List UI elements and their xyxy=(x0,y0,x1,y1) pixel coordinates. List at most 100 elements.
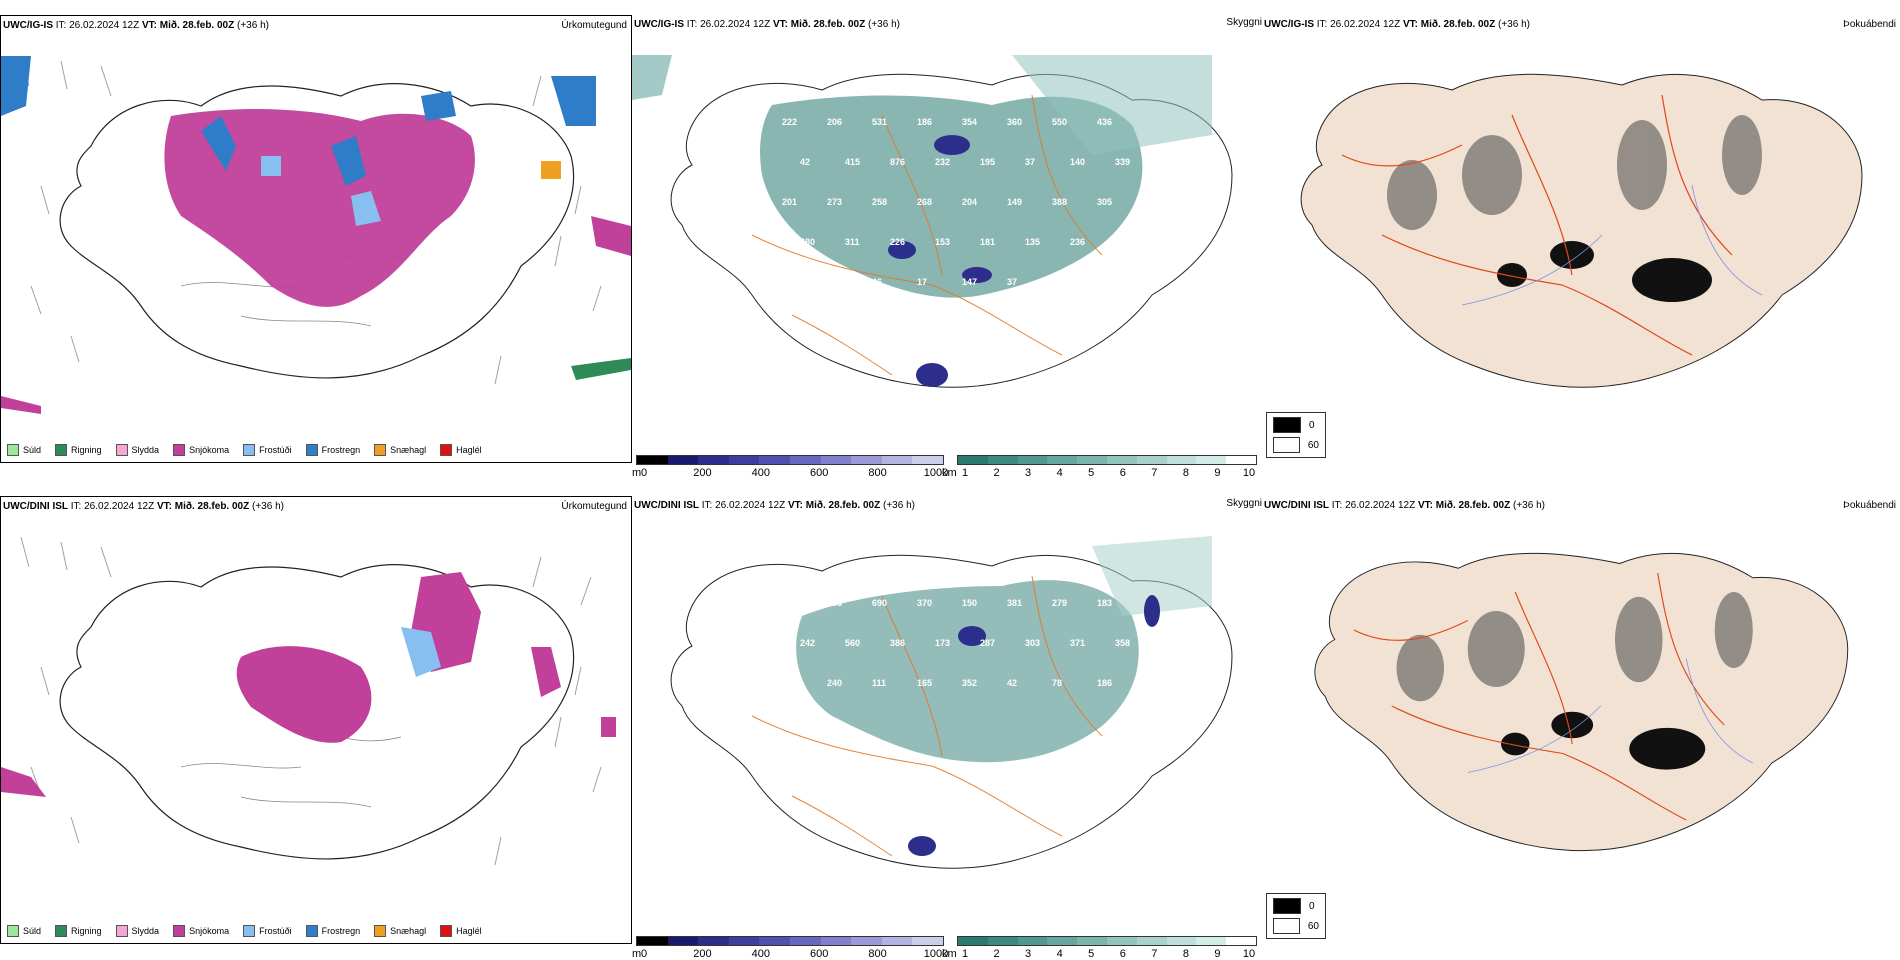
legend-item: Slydda xyxy=(115,444,159,456)
tick-label: 200 xyxy=(693,467,712,479)
color-step xyxy=(728,937,760,945)
panel-header: UWC/DINI ISL IT: 26.02.2024 12Z VT: Mið.… xyxy=(3,501,284,512)
legend-item: Frostregn xyxy=(305,444,361,456)
visibility-value-label: 183 xyxy=(1097,598,1112,608)
visibility-value-label: 305 xyxy=(1097,197,1112,207)
color-step xyxy=(881,937,913,945)
panel-title: Þokuábendi xyxy=(1843,19,1896,30)
legend-swatch xyxy=(173,444,186,456)
precip-legend: Súld Rigning Slydda Snjókoma Frostúði Frostre… xyxy=(7,925,482,937)
color-step xyxy=(1106,937,1137,945)
visibility-value-label: 150 xyxy=(962,598,977,608)
freezing-drizzle-area xyxy=(261,156,381,226)
iceland-outline xyxy=(1314,552,1849,852)
visibility-value-label: 352 xyxy=(962,678,977,688)
color-step xyxy=(728,456,760,464)
visibility-value-label: 381 xyxy=(1007,598,1022,608)
legend-swatch xyxy=(115,925,128,937)
height-color-bar xyxy=(636,936,944,946)
tick-label: 8 xyxy=(1182,467,1189,479)
visibility-value-label: 480 xyxy=(800,237,815,247)
color-step xyxy=(1017,456,1048,464)
visibility-value-label: 204 xyxy=(962,197,977,207)
visibility-value-label: 12 xyxy=(1052,277,1062,287)
visibility-value-label: 149 xyxy=(1007,197,1022,207)
visibility-value-label: 303 xyxy=(1025,638,1040,648)
panel-title: Skyggni xyxy=(1226,17,1262,28)
panel-title: Úrkomutegund xyxy=(561,501,627,512)
color-step xyxy=(1077,456,1107,464)
fog-label: 60 xyxy=(1307,920,1319,932)
fog-legend-item: 60 xyxy=(1273,918,1319,934)
visibility-map: 222 206 531 186 354 360 550 436 42 415 876 232 195 37… xyxy=(632,55,1233,388)
freezing-drizzle-area xyxy=(401,627,441,677)
legend-label: Frostregn xyxy=(321,926,361,936)
legend-item: Snjókoma xyxy=(173,444,229,456)
visibility-value-label: 111 xyxy=(872,678,886,688)
height-unit: m xyxy=(632,467,642,479)
color-step xyxy=(958,456,988,464)
visibility-unit: km xyxy=(942,467,957,479)
snow-area xyxy=(531,647,561,697)
color-step xyxy=(1017,937,1048,945)
visibility-value-label: 173 xyxy=(1097,277,1112,287)
legend-item: Haglél xyxy=(440,925,482,937)
tick-label: 1000 xyxy=(923,467,949,479)
panel-header: UWC/IG-IS IT: 26.02.2024 12Z VT: Mið. 28… xyxy=(3,20,269,31)
tick-label: 3 xyxy=(1025,467,1032,479)
legend-item: Súld xyxy=(7,925,41,937)
legend-swatch xyxy=(55,444,68,456)
visibility-value-label: 232 xyxy=(935,157,950,167)
visibility-value-label: 325 xyxy=(782,678,797,688)
visibility-value-label: 560 xyxy=(845,638,860,648)
precip-map xyxy=(1,55,631,414)
panel-title: Úrkomutegund xyxy=(561,20,627,31)
legend-label: Frostregn xyxy=(321,445,361,455)
visibility-value-label: 339 xyxy=(1115,157,1130,167)
color-step xyxy=(1166,937,1197,945)
visibility-value-label: 550 xyxy=(1052,117,1067,127)
legend-swatch xyxy=(115,444,128,456)
color-step xyxy=(1136,937,1167,945)
visibility-map: 567 103 690 370 150 381 279 183 242 560 386 173 287 3… xyxy=(670,536,1233,869)
legend-swatch xyxy=(7,925,19,937)
fog-swatch xyxy=(1273,898,1301,914)
low-visibility-area xyxy=(760,95,1143,298)
legend-label: Súld xyxy=(23,445,42,455)
visibility-value-label: 360 xyxy=(1007,117,1022,127)
legend-swatch xyxy=(55,925,68,937)
visibility-value-label: 268 xyxy=(917,197,932,207)
panel-header: UWC/IG-IS IT: 26.02.2024 12Z VT: Mið. 28… xyxy=(1264,19,1530,30)
color-step xyxy=(698,937,729,945)
panel-title: Skyggni xyxy=(1226,498,1262,509)
visibility-value-label: 388 xyxy=(1052,197,1067,207)
color-step xyxy=(1106,456,1137,464)
visibility-value-label: 436 xyxy=(1097,117,1112,127)
fog-panel-1: UWC/IG-IS IT: 26.02.2024 12Z VT: Mið. 28… xyxy=(1262,15,1900,463)
color-step xyxy=(1136,456,1167,464)
legend-label: Rigning xyxy=(71,445,102,455)
color-step xyxy=(698,456,729,464)
visibility-value-label: 386 xyxy=(890,638,905,648)
visibility-value-label: 186 xyxy=(1097,678,1112,688)
color-step xyxy=(667,456,699,464)
color-step xyxy=(820,456,852,464)
legend-item: Rigning xyxy=(55,444,102,456)
visibility-value-label: 370 xyxy=(917,598,932,608)
legend-label: Frostúði xyxy=(259,926,292,936)
color-step xyxy=(1226,937,1256,945)
fog-swatch xyxy=(1273,437,1300,453)
legend-item: Snæhagl xyxy=(374,925,426,937)
fog-swatch xyxy=(1273,918,1300,934)
visibility-value-label: 165 xyxy=(917,678,932,688)
visibility-color-bar xyxy=(957,455,1257,465)
visibility-value-label: 78 xyxy=(1052,678,1062,688)
legend-label: Frostúði xyxy=(259,445,292,455)
visibility-panel-1: UWC/IG-IS IT: 26.02.2024 12Z VT: Mið. 28… xyxy=(632,15,1262,479)
legend-item: Súld xyxy=(7,444,41,456)
legend-swatch xyxy=(7,444,19,456)
tick-label: 9 xyxy=(1214,467,1221,479)
color-step xyxy=(987,937,1018,945)
color-step xyxy=(637,456,668,464)
visibility-value-label: 37 xyxy=(1025,157,1035,167)
